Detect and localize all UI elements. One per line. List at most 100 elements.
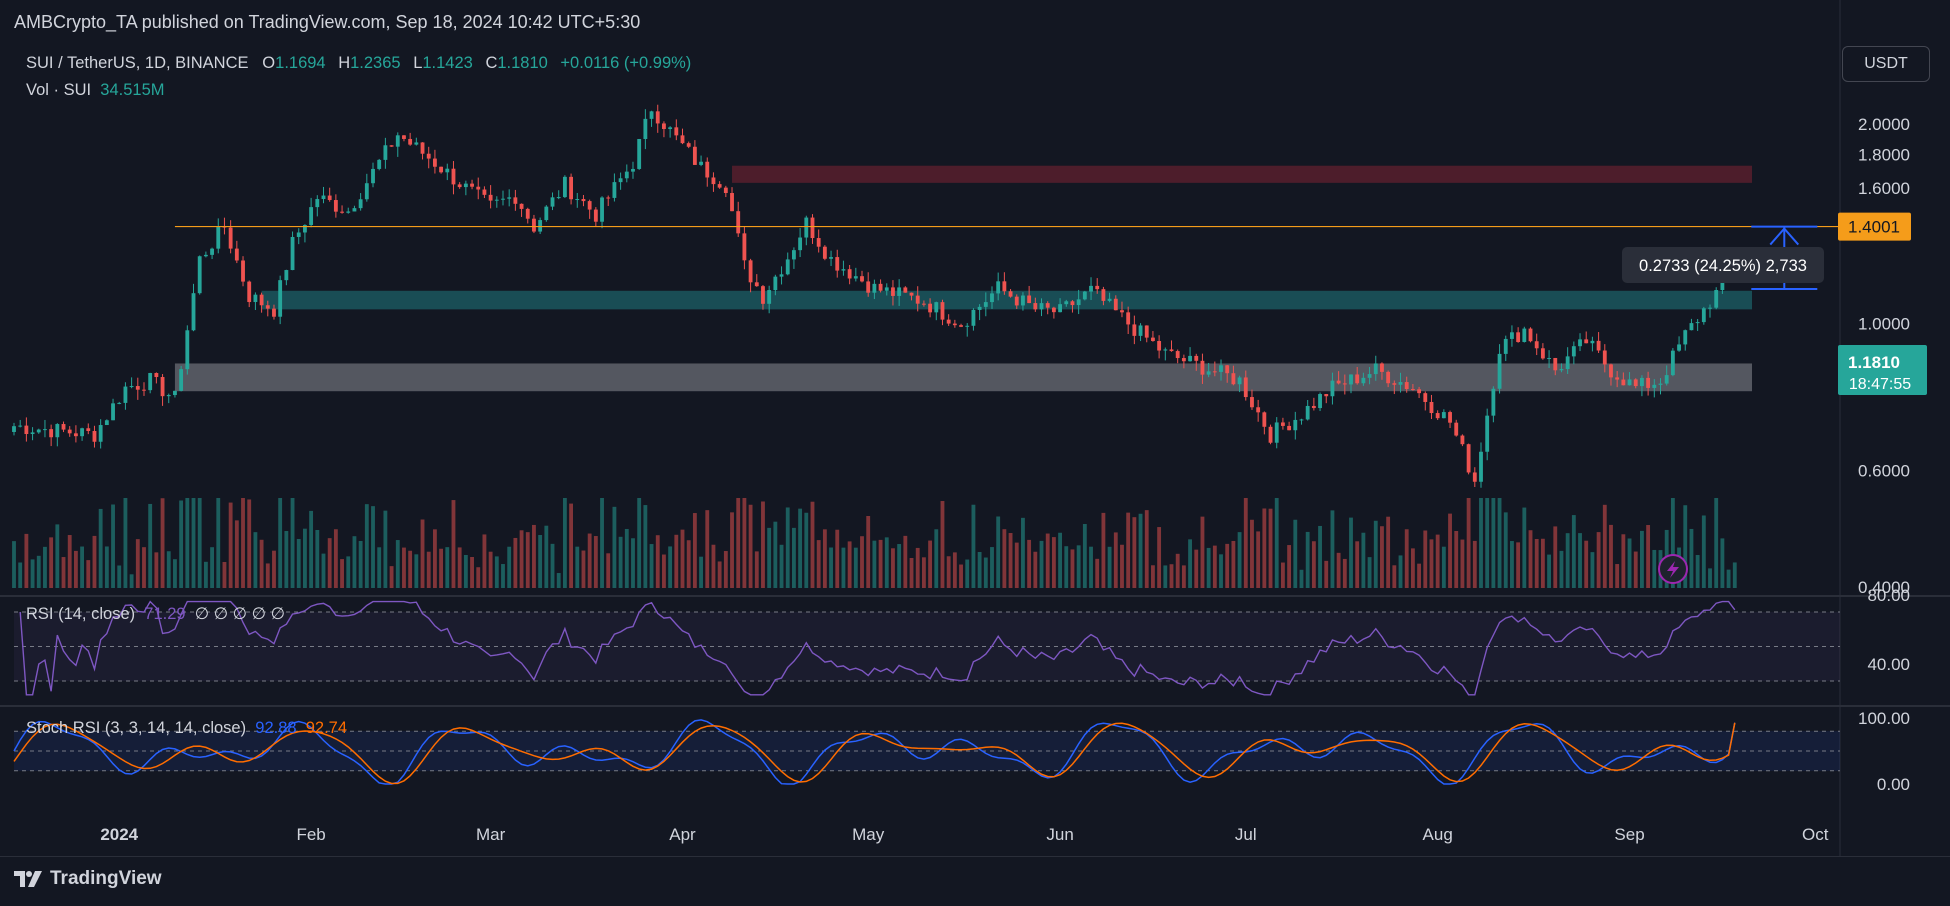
open-label: O bbox=[262, 54, 276, 72]
candle-body bbox=[1132, 324, 1137, 336]
volume-bar bbox=[1051, 537, 1056, 588]
volume-bar bbox=[92, 535, 97, 588]
volume-bar bbox=[822, 529, 827, 588]
volume-bar bbox=[426, 551, 431, 588]
candle-body bbox=[761, 286, 765, 304]
price-label-1-4001 bbox=[1838, 212, 1911, 241]
volume-bar bbox=[983, 557, 988, 588]
candle-body bbox=[278, 280, 283, 317]
candle-body bbox=[593, 209, 598, 222]
volume-bar bbox=[203, 561, 208, 588]
volume-bar bbox=[525, 532, 530, 588]
volume-bar bbox=[1627, 538, 1632, 588]
volume-bar bbox=[662, 554, 666, 588]
candle-body bbox=[971, 309, 976, 326]
volume-bar bbox=[686, 540, 691, 588]
candle-body bbox=[1231, 373, 1236, 385]
candle-body bbox=[327, 195, 332, 201]
symbol-title[interactable]: SUI / TetherUS, 1D, BINANCE bbox=[26, 54, 249, 72]
volume-bar bbox=[303, 528, 307, 588]
stoch-label[interactable]: Stoch RSI (3, 3, 14, 14, close) bbox=[26, 719, 247, 737]
candle-body bbox=[296, 232, 301, 237]
candle-body bbox=[538, 220, 543, 232]
volume-bar bbox=[1547, 554, 1551, 588]
volume-bar bbox=[952, 552, 957, 588]
rsi-label[interactable]: RSI (14, close) bbox=[26, 605, 136, 623]
volume-bar bbox=[785, 507, 790, 588]
volume-bar bbox=[241, 498, 245, 588]
candle-body bbox=[30, 432, 35, 435]
volume-bar bbox=[996, 516, 1001, 588]
candle-body bbox=[24, 425, 29, 435]
volume-bar bbox=[253, 532, 258, 588]
candle-body bbox=[1516, 332, 1521, 343]
candle-body bbox=[408, 138, 413, 145]
footer-logo[interactable]: TradingView bbox=[14, 868, 162, 890]
volume-bar bbox=[612, 506, 617, 588]
candle-body bbox=[104, 420, 109, 426]
stoch-d-line bbox=[13, 722, 1736, 785]
volume-bar bbox=[1349, 517, 1353, 588]
candle-body bbox=[1708, 307, 1712, 309]
volume-bar bbox=[1367, 557, 1372, 588]
time-tick: Mar bbox=[476, 825, 506, 844]
candle-body bbox=[476, 186, 481, 190]
volume-bar bbox=[1485, 498, 1490, 588]
volume-bar bbox=[1503, 512, 1508, 588]
volume-bar bbox=[476, 567, 481, 588]
candle-body bbox=[1336, 380, 1341, 384]
volume-bar bbox=[1528, 530, 1533, 588]
candle-body bbox=[501, 198, 505, 200]
candle-body bbox=[1169, 349, 1174, 352]
volume-bar bbox=[389, 566, 394, 588]
candle-body bbox=[853, 276, 858, 279]
volume-bar bbox=[1021, 517, 1025, 588]
candle-body bbox=[179, 369, 184, 391]
volume-bar bbox=[1497, 498, 1502, 588]
volume-bar bbox=[761, 501, 765, 588]
candle-body bbox=[866, 281, 871, 293]
candle-body bbox=[1256, 407, 1261, 413]
price-tick: 0.4000 bbox=[1858, 578, 1910, 597]
footer-brand: TradingView bbox=[50, 868, 162, 889]
volume-bar bbox=[1008, 533, 1013, 588]
currency-button[interactable]: USDT bbox=[1842, 46, 1930, 82]
candle-body bbox=[80, 428, 85, 437]
candle-body bbox=[773, 276, 778, 291]
candle-body bbox=[148, 373, 153, 391]
volume-bar bbox=[1299, 569, 1304, 588]
volume-bar bbox=[1522, 507, 1527, 588]
volume-bar bbox=[80, 546, 85, 588]
volume-bar bbox=[1683, 505, 1688, 588]
volume-bar bbox=[1441, 546, 1446, 588]
volume-bar bbox=[457, 547, 462, 588]
volume-bar bbox=[296, 538, 301, 588]
candle-body bbox=[569, 176, 574, 200]
volume-bar bbox=[550, 543, 555, 588]
volume-bar bbox=[587, 533, 592, 588]
candle-body bbox=[1355, 374, 1360, 384]
candle-body bbox=[346, 211, 351, 213]
candle-body bbox=[662, 123, 666, 130]
candle-body bbox=[680, 135, 685, 144]
volume-bar bbox=[1082, 524, 1087, 588]
candle-body bbox=[996, 281, 1001, 294]
candle-body bbox=[1076, 299, 1081, 306]
volume-bar bbox=[1732, 562, 1737, 588]
stoch-d-value: 92.74 bbox=[305, 719, 348, 737]
volume-bar bbox=[49, 537, 54, 588]
candle-body bbox=[1646, 377, 1651, 388]
volume-bar bbox=[315, 529, 320, 588]
candle-body bbox=[1454, 422, 1459, 436]
volume-bar bbox=[1126, 512, 1131, 588]
volume-bar bbox=[371, 506, 375, 588]
time-tick: Sep bbox=[1614, 825, 1644, 844]
volume-bar bbox=[1708, 568, 1712, 588]
candle-body bbox=[847, 269, 852, 279]
candle-body bbox=[166, 395, 171, 397]
candle-body bbox=[1658, 383, 1663, 385]
volume-bar bbox=[1194, 549, 1199, 588]
candle-body bbox=[587, 201, 592, 210]
volume-label[interactable]: Vol · SUI bbox=[26, 81, 92, 99]
